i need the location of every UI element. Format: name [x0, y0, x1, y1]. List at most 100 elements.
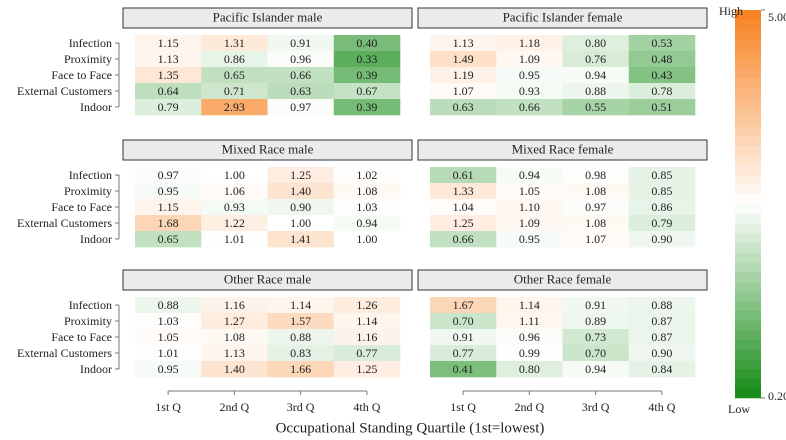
heatmap-cell	[562, 231, 630, 248]
heatmap-cell	[201, 99, 268, 116]
cell-label: 1.00	[356, 232, 377, 246]
cell-label: 1.68	[158, 216, 179, 230]
heatmap-cell	[267, 35, 335, 52]
heatmap-cell	[201, 35, 268, 52]
panel-header	[122, 7, 413, 29]
cell-label: 1.27	[224, 314, 245, 328]
heatmap-cell	[201, 83, 268, 100]
colorbar-step	[735, 204, 761, 214]
cell-label: 0.94	[356, 216, 377, 230]
heatmap-cell	[430, 199, 497, 216]
heatmap-cell	[135, 329, 202, 346]
heatmap-cell	[562, 297, 630, 314]
colorbar-tick-label: 5.00	[768, 10, 786, 24]
heatmap-cell	[201, 199, 268, 216]
heatmap-cell	[430, 83, 497, 100]
colorbar-step	[735, 126, 761, 137]
cell-label: 1.15	[158, 36, 179, 50]
cell-label: 1.07	[585, 232, 606, 246]
cell-label: 0.98	[585, 168, 606, 182]
cell-label: 1.22	[224, 216, 245, 230]
heatmap-cell	[333, 99, 401, 116]
heatmap-cell	[430, 51, 497, 68]
heatmap-cell	[267, 167, 335, 184]
heatmap-cell	[496, 99, 563, 116]
heatmap-cell	[201, 345, 268, 362]
cell-label: 0.88	[158, 298, 179, 312]
cell-label: 1.19	[453, 68, 474, 82]
y-tick-label: Proximity	[64, 314, 112, 328]
cell-label: 0.66	[519, 100, 540, 114]
colorbar-step	[735, 368, 761, 379]
x-tick-label: 2nd Q	[515, 400, 545, 414]
colorbar-step	[735, 233, 761, 244]
heatmap-cell	[496, 167, 563, 184]
heatmap-cell	[267, 231, 335, 248]
cell-label: 0.87	[651, 330, 672, 344]
y-tick-label: Face to Face	[51, 330, 112, 344]
heatmap-cell	[628, 345, 696, 362]
cell-label: 1.06	[224, 184, 245, 198]
heatmap-cell	[496, 67, 563, 84]
cell-label: 1.13	[158, 52, 179, 66]
y-tick-label: Indoor	[80, 232, 112, 246]
cell-label: 1.31	[224, 36, 245, 50]
x-tick-label: 1st Q	[450, 400, 476, 414]
cell-label: 1.25	[453, 216, 474, 230]
y-tick-label: External Customers	[17, 216, 112, 230]
heatmap-cell	[628, 67, 696, 84]
colorbar-step	[735, 388, 761, 399]
cell-label: 0.66	[453, 232, 474, 246]
heatmap-cell	[333, 183, 401, 200]
heatmap-cell	[628, 51, 696, 68]
cell-label: 2.93	[224, 100, 245, 114]
heatmap-cell	[267, 313, 335, 330]
cell-label: 0.78	[651, 84, 672, 98]
cell-label: 1.15	[158, 200, 179, 214]
cell-label: 1.04	[453, 200, 474, 214]
cell-label: 1.08	[585, 216, 606, 230]
cell-label: 0.96	[290, 52, 311, 66]
colorbar-step	[735, 291, 761, 302]
y-tick-label: Face to Face	[51, 68, 112, 82]
heatmap-cell	[496, 345, 563, 362]
colorbar-step	[735, 10, 761, 20]
heatmap-cell	[201, 51, 268, 68]
cell-label: 0.97	[158, 168, 179, 182]
heatmap-cell	[135, 297, 202, 314]
colorbar-step	[735, 97, 761, 108]
cell-label: 0.79	[158, 100, 179, 114]
heatmap-cell	[201, 297, 268, 314]
cell-label: 1.08	[224, 330, 245, 344]
cell-label: 0.76	[585, 52, 606, 66]
heatmap-cell	[333, 215, 401, 232]
heatmap-cell	[267, 51, 335, 68]
x-tick-label: 4th Q	[353, 400, 380, 414]
heatmap-cell	[267, 83, 335, 100]
heatmap-cell	[135, 67, 202, 84]
colorbar-step	[735, 339, 761, 350]
cell-label: 0.65	[224, 68, 245, 82]
heatmap-cell	[430, 329, 497, 346]
colorbar-step	[735, 349, 761, 360]
cell-label: 0.99	[519, 346, 540, 360]
heatmap-cell	[496, 83, 563, 100]
cell-label: 0.33	[356, 52, 377, 66]
heatmap-cell	[430, 345, 497, 362]
cell-label: 1.16	[224, 298, 245, 312]
heatmap-cell	[562, 167, 630, 184]
heatmap-cell	[201, 313, 268, 330]
cell-label: 0.88	[290, 330, 311, 344]
cell-label: 0.61	[453, 168, 474, 182]
cell-label: 0.90	[290, 200, 311, 214]
cell-label: 1.33	[453, 184, 474, 198]
cell-label: 1.25	[356, 362, 377, 376]
panel-header	[417, 269, 708, 291]
cell-label: 0.91	[585, 298, 606, 312]
heatmap-cell	[628, 215, 696, 232]
cell-label: 0.86	[651, 200, 672, 214]
cell-label: 0.53	[651, 36, 672, 50]
cell-label: 1.26	[356, 298, 377, 312]
heatmap-cell	[135, 51, 202, 68]
colorbar-step	[735, 223, 761, 234]
